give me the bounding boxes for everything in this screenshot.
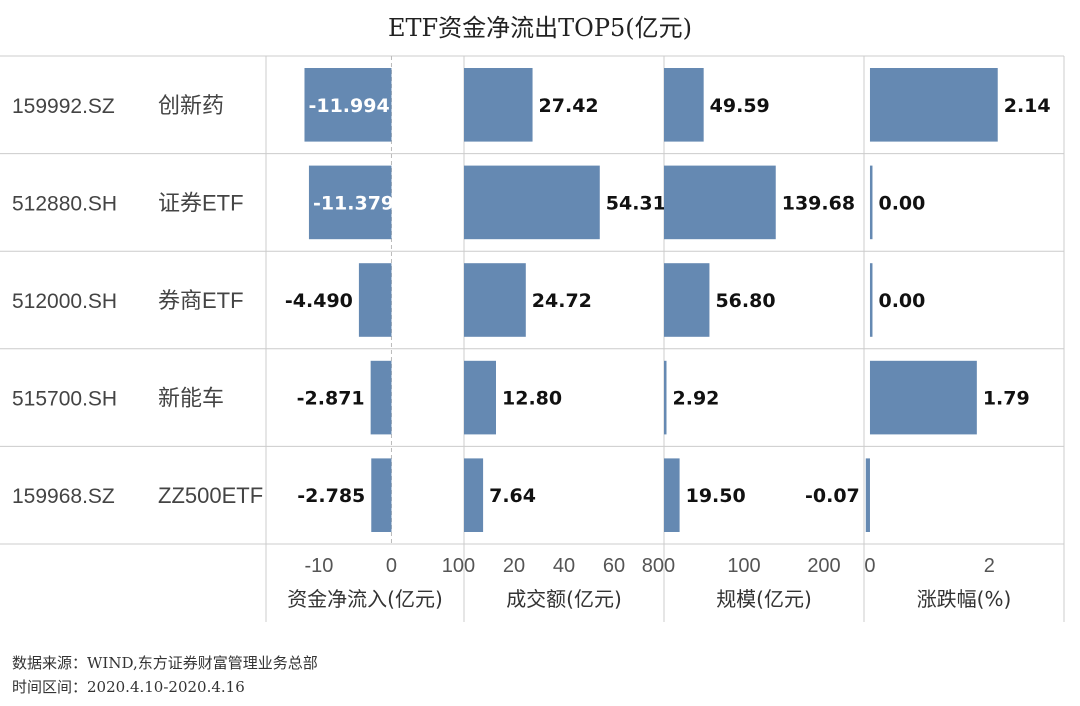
data-label: 0.00 [878, 192, 925, 214]
footer-period: 时间区间：2020.4.10-2020.4.16 [12, 678, 245, 696]
row-name-label: 新能车 [158, 386, 224, 411]
row-code-label: 159968.SZ [12, 485, 115, 508]
data-label: 19.50 [686, 485, 746, 507]
axis-title: 资金净流入(亿元) [287, 587, 443, 611]
row-name-label: 证券ETF [158, 190, 244, 215]
bar [869, 68, 998, 142]
tick-label: 40 [553, 555, 575, 577]
data-label: 7.64 [489, 485, 536, 507]
data-label: 12.80 [502, 388, 562, 410]
chart-svg: 159992.SZ 创新药 512880.SH 证券ETF 512000.SH 券商ETF… [0, 55, 1065, 622]
data-label: 24.72 [532, 290, 592, 312]
chart-title: ETF资金净流出TOP5(亿元) [387, 14, 692, 42]
tick-label: 0 [864, 555, 875, 577]
data-label: -11.379 [313, 192, 394, 214]
bar [664, 68, 704, 142]
row-name-label: 券商ETF [158, 288, 244, 313]
data-label: -2.871 [297, 388, 365, 410]
row-name-label: 创新药 [158, 93, 224, 118]
tick-label: -10 [304, 555, 333, 577]
data-label: 54.31 [606, 192, 666, 214]
bar [869, 165, 873, 240]
axis-title: 成交额(亿元) [506, 587, 622, 611]
tick-label: 60 [603, 555, 625, 577]
bar [358, 263, 392, 337]
tick-label: 20 [503, 555, 525, 577]
bar [464, 165, 600, 240]
bar [370, 360, 392, 435]
data-label: -2.785 [297, 485, 365, 507]
bar [308, 165, 392, 240]
bar [464, 360, 496, 435]
data-label: 139.68 [782, 192, 855, 214]
data-label: -4.490 [285, 290, 353, 312]
row-code-label: 515700.SH [12, 388, 117, 411]
data-label: 49.59 [710, 95, 770, 117]
bar [865, 458, 870, 532]
tick-label: 200 [807, 555, 840, 577]
data-label: 27.42 [539, 95, 599, 117]
bar [464, 263, 526, 337]
bar [304, 68, 392, 142]
row-code-label: 512000.SH [12, 290, 117, 313]
tick-label: 0 [386, 555, 397, 577]
tick-label: 100 [727, 555, 760, 577]
bar [664, 165, 776, 240]
bar [464, 68, 533, 142]
data-label: 56.80 [715, 290, 775, 312]
row-name-label: ZZ500ETF [158, 483, 263, 508]
bar [869, 263, 873, 337]
footer-source: 数据来源：WIND,东方证券财富管理业务总部 [12, 654, 318, 672]
axis-title: 涨跌幅(%) [917, 587, 1012, 611]
data-label: -11.994 [308, 95, 389, 117]
data-label: 2.92 [673, 388, 720, 410]
tick-label: 2 [984, 555, 995, 577]
row-code-label: 159992.SZ [12, 95, 115, 118]
data-label: 1.79 [983, 388, 1030, 410]
bar [664, 360, 667, 435]
tick-label: 80 [642, 555, 664, 577]
bar [371, 458, 392, 532]
axis-title: 规模(亿元) [716, 587, 812, 611]
row-code-label: 512880.SH [12, 192, 117, 215]
bar [464, 458, 484, 532]
bar [869, 360, 977, 435]
bar [664, 263, 710, 337]
tick-label: 0 [664, 555, 675, 577]
data-label: 2.14 [1004, 95, 1051, 117]
data-label: 0.00 [878, 290, 925, 312]
tick-label: 10 [442, 555, 464, 577]
tick-label: 0 [464, 555, 475, 577]
bar [664, 458, 680, 532]
data-label: -0.07 [805, 485, 860, 507]
